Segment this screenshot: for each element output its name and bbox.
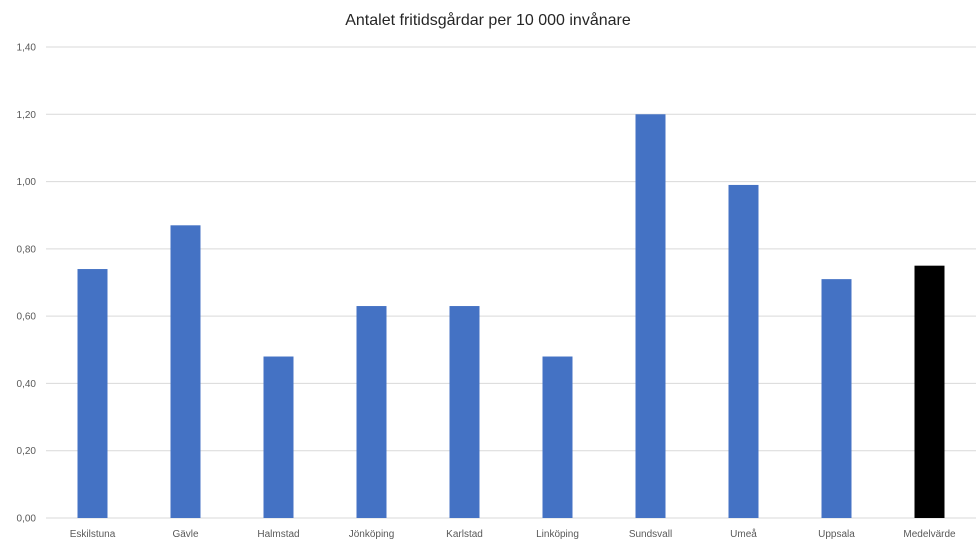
bar-sundsvall	[635, 114, 666, 519]
x-category-label: Eskilstuna	[70, 529, 116, 540]
x-category-label: Karlstad	[446, 529, 483, 540]
bar-halmstad	[263, 356, 294, 518]
y-tick-label: 1,00	[17, 177, 37, 188]
y-tick-label: 0,40	[17, 379, 37, 390]
x-category-label: Jönköping	[349, 529, 395, 540]
y-tick-label: 1,40	[17, 43, 37, 54]
bar-medelvärde	[914, 265, 945, 518]
bar-linköping	[542, 356, 573, 518]
y-tick-label: 0,60	[17, 312, 37, 323]
x-axis-labels: Eskilstuna Gävle Halmstad Jönköping Karlstad…	[70, 528, 956, 540]
x-category-label: Umeå	[730, 528, 757, 540]
x-category-label: Linköping	[536, 529, 579, 540]
y-tick-label: 0,80	[17, 244, 37, 255]
y-tick-label: 1,20	[17, 110, 37, 121]
x-category-label: Gävle	[172, 529, 199, 540]
bar-eskilstuna	[77, 269, 108, 518]
y-tick-label: 0,00	[17, 514, 37, 525]
x-category-label: Medelvärde	[903, 529, 956, 540]
y-tick-label: 0,20	[17, 446, 37, 457]
x-category-label: Halmstad	[257, 529, 299, 540]
bar-karlstad	[449, 306, 480, 518]
bar-gävle	[170, 225, 201, 519]
y-axis-ticks: 0,00 0,20 0,40 0,60 0,80 1,00 1,20 1,40	[17, 43, 37, 525]
x-category-label: Sundsvall	[629, 529, 672, 540]
bars	[77, 114, 945, 519]
bar-jönköping	[356, 306, 387, 518]
x-category-label: Uppsala	[818, 529, 855, 540]
chart-title: Antalet fritidsgårdar per 10 000 invånar…	[345, 12, 631, 29]
bar-umeå	[728, 184, 759, 518]
bar-uppsala	[821, 279, 852, 518]
gridlines	[46, 46, 976, 519]
